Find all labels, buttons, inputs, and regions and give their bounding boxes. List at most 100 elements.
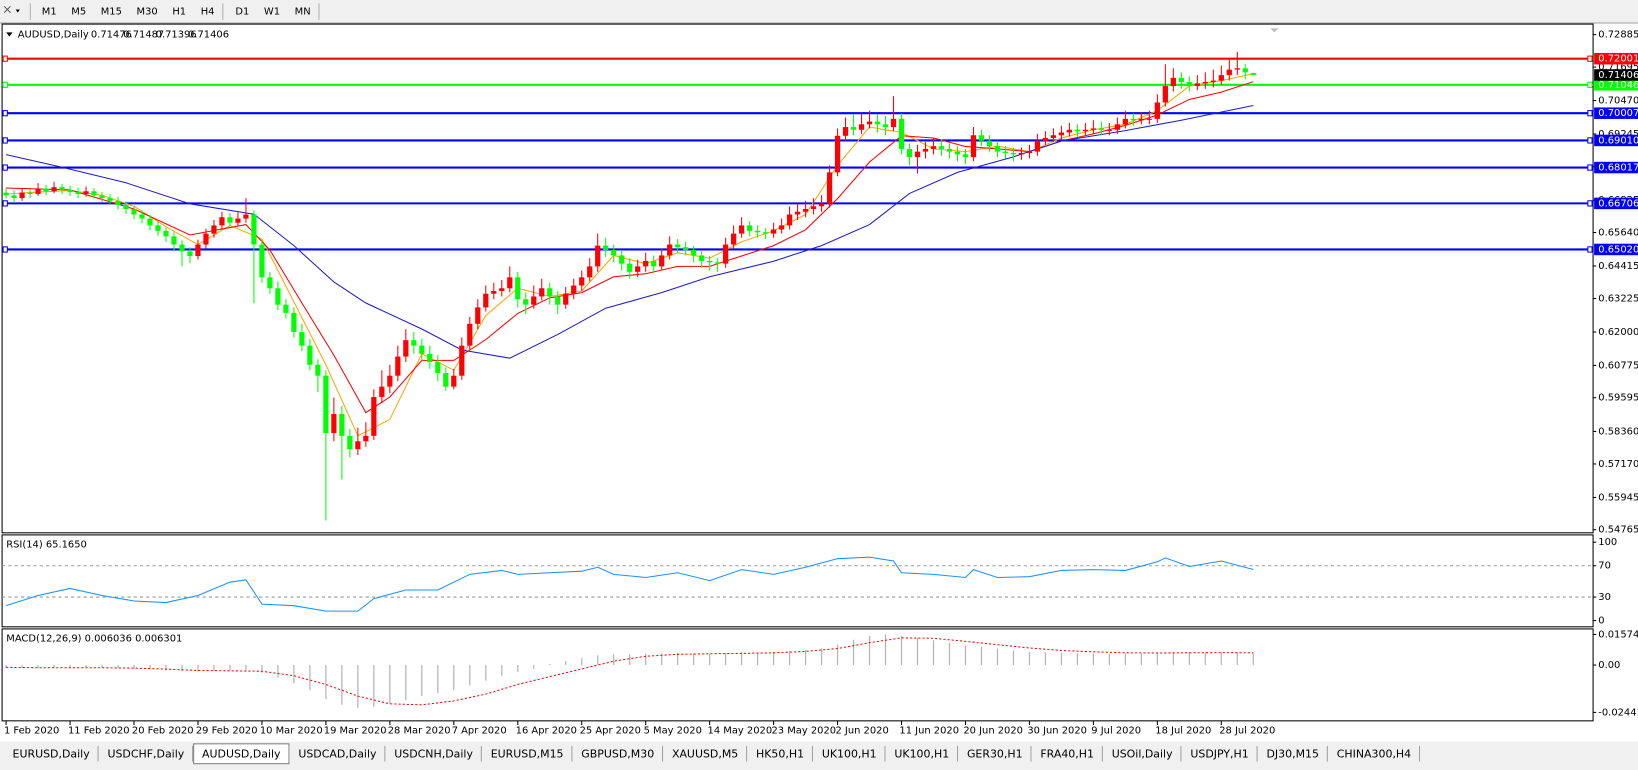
candle-body (515, 277, 521, 300)
tab-label[interactable]: UK100,H1 (894, 747, 949, 760)
candle-body (587, 266, 593, 278)
tab[interactable]: USOil,Daily (1103, 744, 1182, 764)
tab-label[interactable]: USDJPY,H1 (1190, 747, 1248, 760)
tool-icon[interactable] (3, 5, 11, 13)
tab-label[interactable]: FRA40,H1 (1040, 747, 1094, 760)
level-price-box (1594, 197, 1638, 210)
y-tick-label: 100 (1598, 537, 1617, 548)
tab[interactable]: UK100,H1 (886, 744, 959, 764)
tab[interactable]: UK100,H1 (813, 744, 886, 764)
tab[interactable]: DJ30,M15 (1258, 744, 1328, 764)
tab[interactable]: EURUSD,M15 (482, 744, 573, 764)
tab-label[interactable]: EURUSD,M15 (491, 747, 564, 760)
ohlc-value: 0.71476 (91, 30, 132, 41)
level-anchor[interactable] (2, 164, 8, 171)
tab[interactable]: USDCNH,Daily (386, 744, 482, 764)
tab-label[interactable]: GER30,H1 (967, 747, 1023, 760)
candle-body (762, 232, 769, 234)
tab-label[interactable]: XAUUSD,M5 (672, 747, 738, 760)
candle-body (507, 277, 513, 289)
tab[interactable]: GBPUSD,M30 (573, 744, 664, 764)
candle-body (747, 225, 753, 231)
candle-body (1170, 77, 1176, 87)
candle-body (882, 124, 889, 128)
tab-label[interactable]: DJ30,M15 (1266, 747, 1319, 760)
level-price-label: 0.66706 (1598, 198, 1638, 209)
level-anchor[interactable] (2, 246, 8, 253)
candle-body (1130, 118, 1136, 121)
tab[interactable]: USDCAD,Daily (290, 744, 386, 764)
tab-label[interactable]: USOil,Daily (1112, 747, 1173, 760)
candle-body (651, 260, 657, 267)
timeframe-button[interactable]: M1 (42, 7, 57, 18)
level-anchor[interactable] (2, 110, 8, 117)
candle-body (595, 245, 601, 267)
level-anchor[interactable] (1587, 246, 1593, 253)
tab[interactable]: USDCHF,Daily (99, 744, 194, 764)
tab[interactable]: EURUSD,Daily (4, 744, 99, 764)
tab-label[interactable]: GBPUSD,M30 (581, 747, 654, 760)
candle-body (627, 263, 633, 272)
tab-label[interactable]: CHINA300,H4 (1337, 747, 1411, 760)
candle-body (1154, 102, 1160, 119)
level-anchor[interactable] (2, 81, 8, 88)
timeframe-button[interactable]: M15 (101, 7, 122, 18)
candle-body (1082, 129, 1089, 132)
candle-body (1034, 140, 1041, 152)
tab[interactable]: AUDUSD,Daily (193, 743, 290, 765)
level-anchor[interactable] (2, 137, 8, 144)
main-panel (1, 23, 1594, 534)
shift-marker[interactable] (1270, 28, 1279, 33)
tab-label[interactable]: USDCNH,Daily (394, 747, 473, 760)
timeframe-button[interactable]: M5 (71, 7, 86, 18)
tab-label[interactable]: UK100,H1 (822, 747, 877, 760)
tab-label[interactable]: AUDUSD,Daily (202, 747, 281, 760)
candle-body (387, 375, 393, 387)
x-tick-label: 5 May 2020 (644, 725, 702, 736)
level-anchor[interactable] (1587, 81, 1593, 88)
dropdown-arrow[interactable] (15, 9, 20, 13)
tab-label[interactable]: USDCHF,Daily (107, 747, 184, 760)
level-anchor[interactable] (1587, 164, 1593, 171)
level-anchor[interactable] (2, 55, 8, 62)
level-anchor[interactable] (1587, 137, 1593, 144)
timeframe-button[interactable]: H4 (201, 7, 215, 18)
tab[interactable]: CHINA300,H4 (1328, 744, 1421, 764)
tab-label[interactable]: USDCAD,Daily (298, 747, 377, 760)
ohlc-value: 0.71487 (123, 30, 164, 41)
candle-body (523, 299, 529, 305)
candle-body (395, 356, 401, 376)
y-tick-label: 0.59595 (1598, 393, 1638, 404)
level-anchor[interactable] (1587, 200, 1593, 207)
candle-body (27, 192, 33, 194)
candle-body (35, 188, 41, 194)
tab[interactable]: GER30,H1 (959, 744, 1032, 764)
tab[interactable]: XAUUSD,M5 (664, 744, 748, 764)
tab[interactable]: FRA40,H1 (1032, 744, 1103, 764)
candle-body (323, 375, 329, 434)
tab-label[interactable]: HK50,H1 (756, 747, 804, 760)
current-price-box (1594, 69, 1638, 81)
level-anchor[interactable] (1587, 55, 1593, 62)
symbol-menu-arrow[interactable] (6, 32, 13, 37)
timeframe-button[interactable]: H1 (172, 7, 186, 18)
tab[interactable]: HK50,H1 (748, 744, 813, 764)
candle-body (1066, 129, 1073, 133)
level-anchor[interactable] (1587, 110, 1593, 117)
candle-body (563, 293, 569, 305)
y-tick-label: 0.72885 (1598, 30, 1638, 41)
candle-body (986, 140, 993, 147)
level-anchor[interactable] (2, 200, 8, 207)
ohlc-value: 0.71406 (188, 30, 229, 41)
timeframe-button[interactable]: M30 (137, 7, 158, 18)
tab[interactable]: USDJPY,H1 (1182, 744, 1258, 764)
level-price-box (1594, 52, 1638, 65)
candle-body (715, 262, 721, 264)
timeframe-button[interactable]: D1 (235, 7, 249, 18)
candle-body (1138, 118, 1144, 121)
y-tick-label: 0.55945 (1598, 492, 1638, 503)
candle-body (131, 209, 137, 215)
tab-label[interactable]: EURUSD,Daily (13, 747, 91, 760)
timeframe-button[interactable]: MN (295, 7, 311, 18)
timeframe-button[interactable]: W1 (264, 7, 280, 18)
